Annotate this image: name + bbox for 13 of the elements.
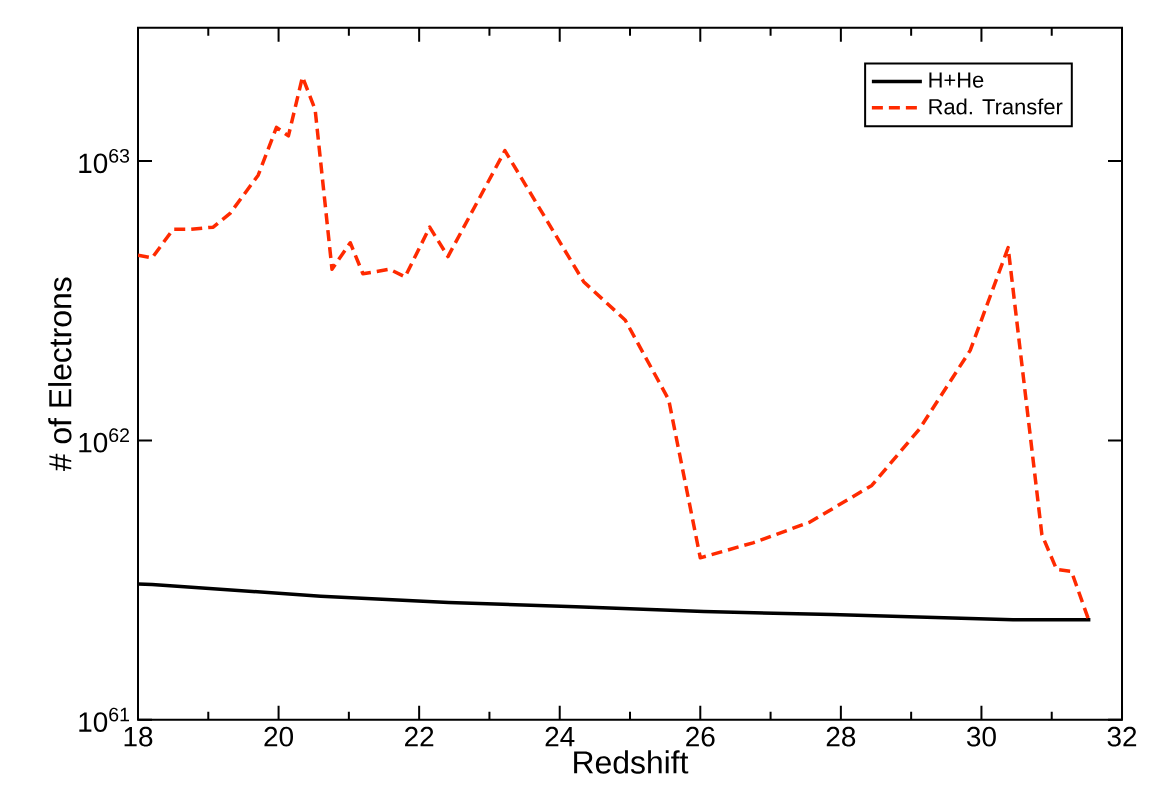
y-axis-title: # of Electrons	[48, 277, 72, 472]
x-axis-title: Redshift	[574, 750, 689, 774]
x-tick-label: 32	[1107, 726, 1137, 747]
y-tick-label: 10$^{62}$	[79, 428, 129, 453]
y-tick-label: 10$^{63}$	[79, 148, 130, 174]
legend-label: Rad. Transfer	[929, 98, 1063, 115]
x-tick-label: 22	[405, 726, 434, 747]
x-tick-label: 28	[826, 726, 856, 747]
legend-label: H+He	[929, 72, 984, 88]
x-tick-label: 20	[264, 726, 294, 747]
x-tick-label: 24	[545, 726, 575, 747]
x-tick-label: 30	[966, 726, 996, 747]
x-tick-label: 26	[686, 726, 715, 747]
